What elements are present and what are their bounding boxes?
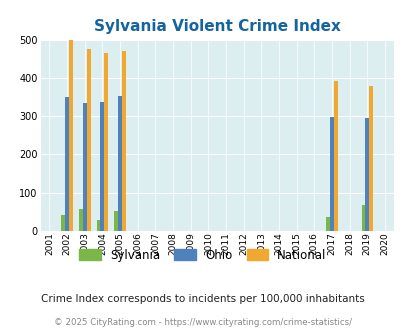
Text: Crime Index corresponds to incidents per 100,000 inhabitants: Crime Index corresponds to incidents per… (41, 294, 364, 304)
Bar (65, 97, 69, 231)
Bar (96, 220, 100, 231)
Bar (87, 49, 90, 231)
Legend: Sylvania, Ohio, National: Sylvania, Ohio, National (75, 244, 330, 266)
Bar (100, 102, 104, 231)
Bar (118, 96, 122, 231)
Bar (114, 211, 118, 231)
Bar (69, 40, 73, 231)
Bar (333, 81, 337, 231)
Bar (369, 85, 372, 231)
Bar (364, 118, 369, 231)
Bar (325, 217, 329, 231)
Bar (79, 209, 83, 231)
Bar (61, 215, 65, 231)
Bar (104, 53, 108, 231)
Bar (122, 51, 126, 231)
Text: © 2025 CityRating.com - https://www.cityrating.com/crime-statistics/: © 2025 CityRating.com - https://www.city… (54, 318, 351, 327)
Title: Sylvania Violent Crime Index: Sylvania Violent Crime Index (94, 19, 340, 34)
Bar (360, 205, 364, 231)
Bar (329, 116, 333, 231)
Bar (83, 103, 87, 231)
